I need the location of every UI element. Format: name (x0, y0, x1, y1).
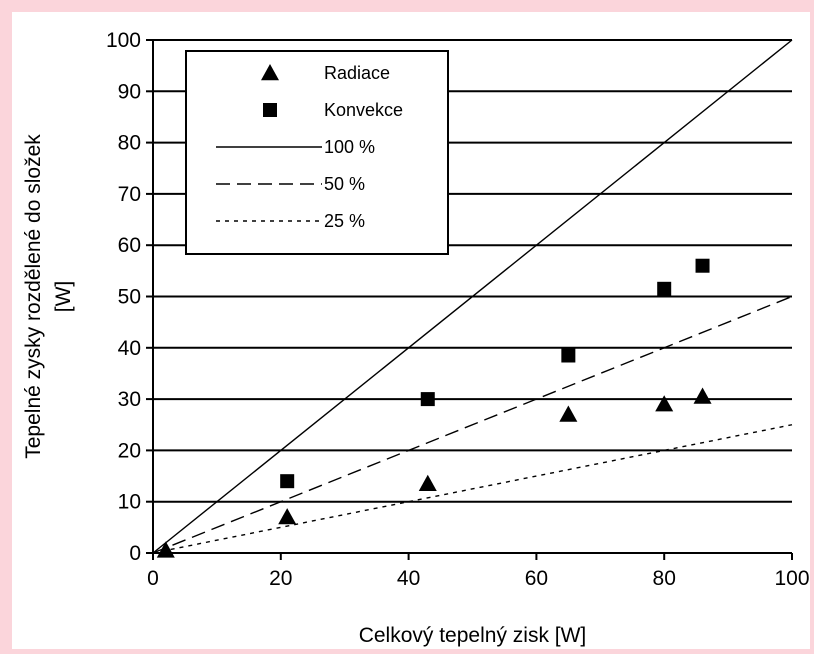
y-axis-label-line: [W] (52, 281, 75, 313)
square-point (561, 348, 575, 362)
x-tick-label: 0 (147, 567, 159, 590)
x-tick-label: 40 (397, 567, 420, 590)
y-tick-label: 60 (118, 234, 141, 257)
x-axis-label: Celkový tepelný zisk [W] (359, 624, 587, 647)
y-tick-label: 100 (106, 29, 141, 52)
x-tick-label: 100 (774, 567, 809, 590)
y-tick-label: 20 (118, 439, 141, 462)
y-axis-label: Tepelné zysky rozdělené do složek [W] (22, 134, 75, 459)
legend-label: 100 % (324, 137, 375, 157)
x-tick-label: 20 (269, 567, 292, 590)
legend-label: 25 % (324, 211, 365, 231)
y-tick-label: 80 (118, 132, 141, 155)
triangle-point (419, 475, 437, 491)
square-point (421, 392, 435, 406)
legend: Radiace Konvekce 100 % 50 % 25 % (186, 51, 448, 254)
legend-box (186, 51, 448, 254)
square-point (657, 282, 671, 296)
reference-line-dotted (153, 425, 792, 553)
triangle-point (694, 388, 712, 404)
x-tick-label: 60 (525, 567, 548, 590)
square-point (280, 474, 294, 488)
y-tick-label: 40 (118, 337, 141, 360)
triangle-point (655, 395, 673, 411)
y-tick-label: 30 (118, 388, 141, 411)
x-tick-labels: 0 20 40 60 80 100 (147, 567, 809, 590)
data-points (157, 259, 712, 558)
y-tick-label: 90 (118, 80, 141, 103)
legend-square-icon (263, 103, 277, 117)
triangle-point (559, 405, 577, 421)
x-tick-label: 80 (653, 567, 676, 590)
reference-line-dashed (153, 297, 792, 554)
y-tick-label: 50 (118, 286, 141, 309)
legend-label: Radiace (324, 63, 390, 83)
chart: 0 20 40 60 80 100 0 10 20 30 40 50 60 70 80 90 100 Radi… (12, 12, 810, 649)
legend-label: Konvekce (324, 100, 403, 120)
y-tick-label: 0 (129, 542, 141, 565)
y-tick-label: 10 (118, 491, 141, 514)
square-point (696, 259, 710, 273)
chart-frame: 0 20 40 60 80 100 0 10 20 30 40 50 60 70 80 90 100 Radi… (12, 12, 810, 649)
y-axis-label-line: Tepelné zysky rozdělené do složek (22, 134, 45, 459)
legend-label: 50 % (324, 174, 365, 194)
y-tick-labels: 0 10 20 30 40 50 60 70 80 90 100 (106, 29, 141, 565)
triangle-point (278, 508, 296, 524)
y-tick-label: 70 (118, 183, 141, 206)
